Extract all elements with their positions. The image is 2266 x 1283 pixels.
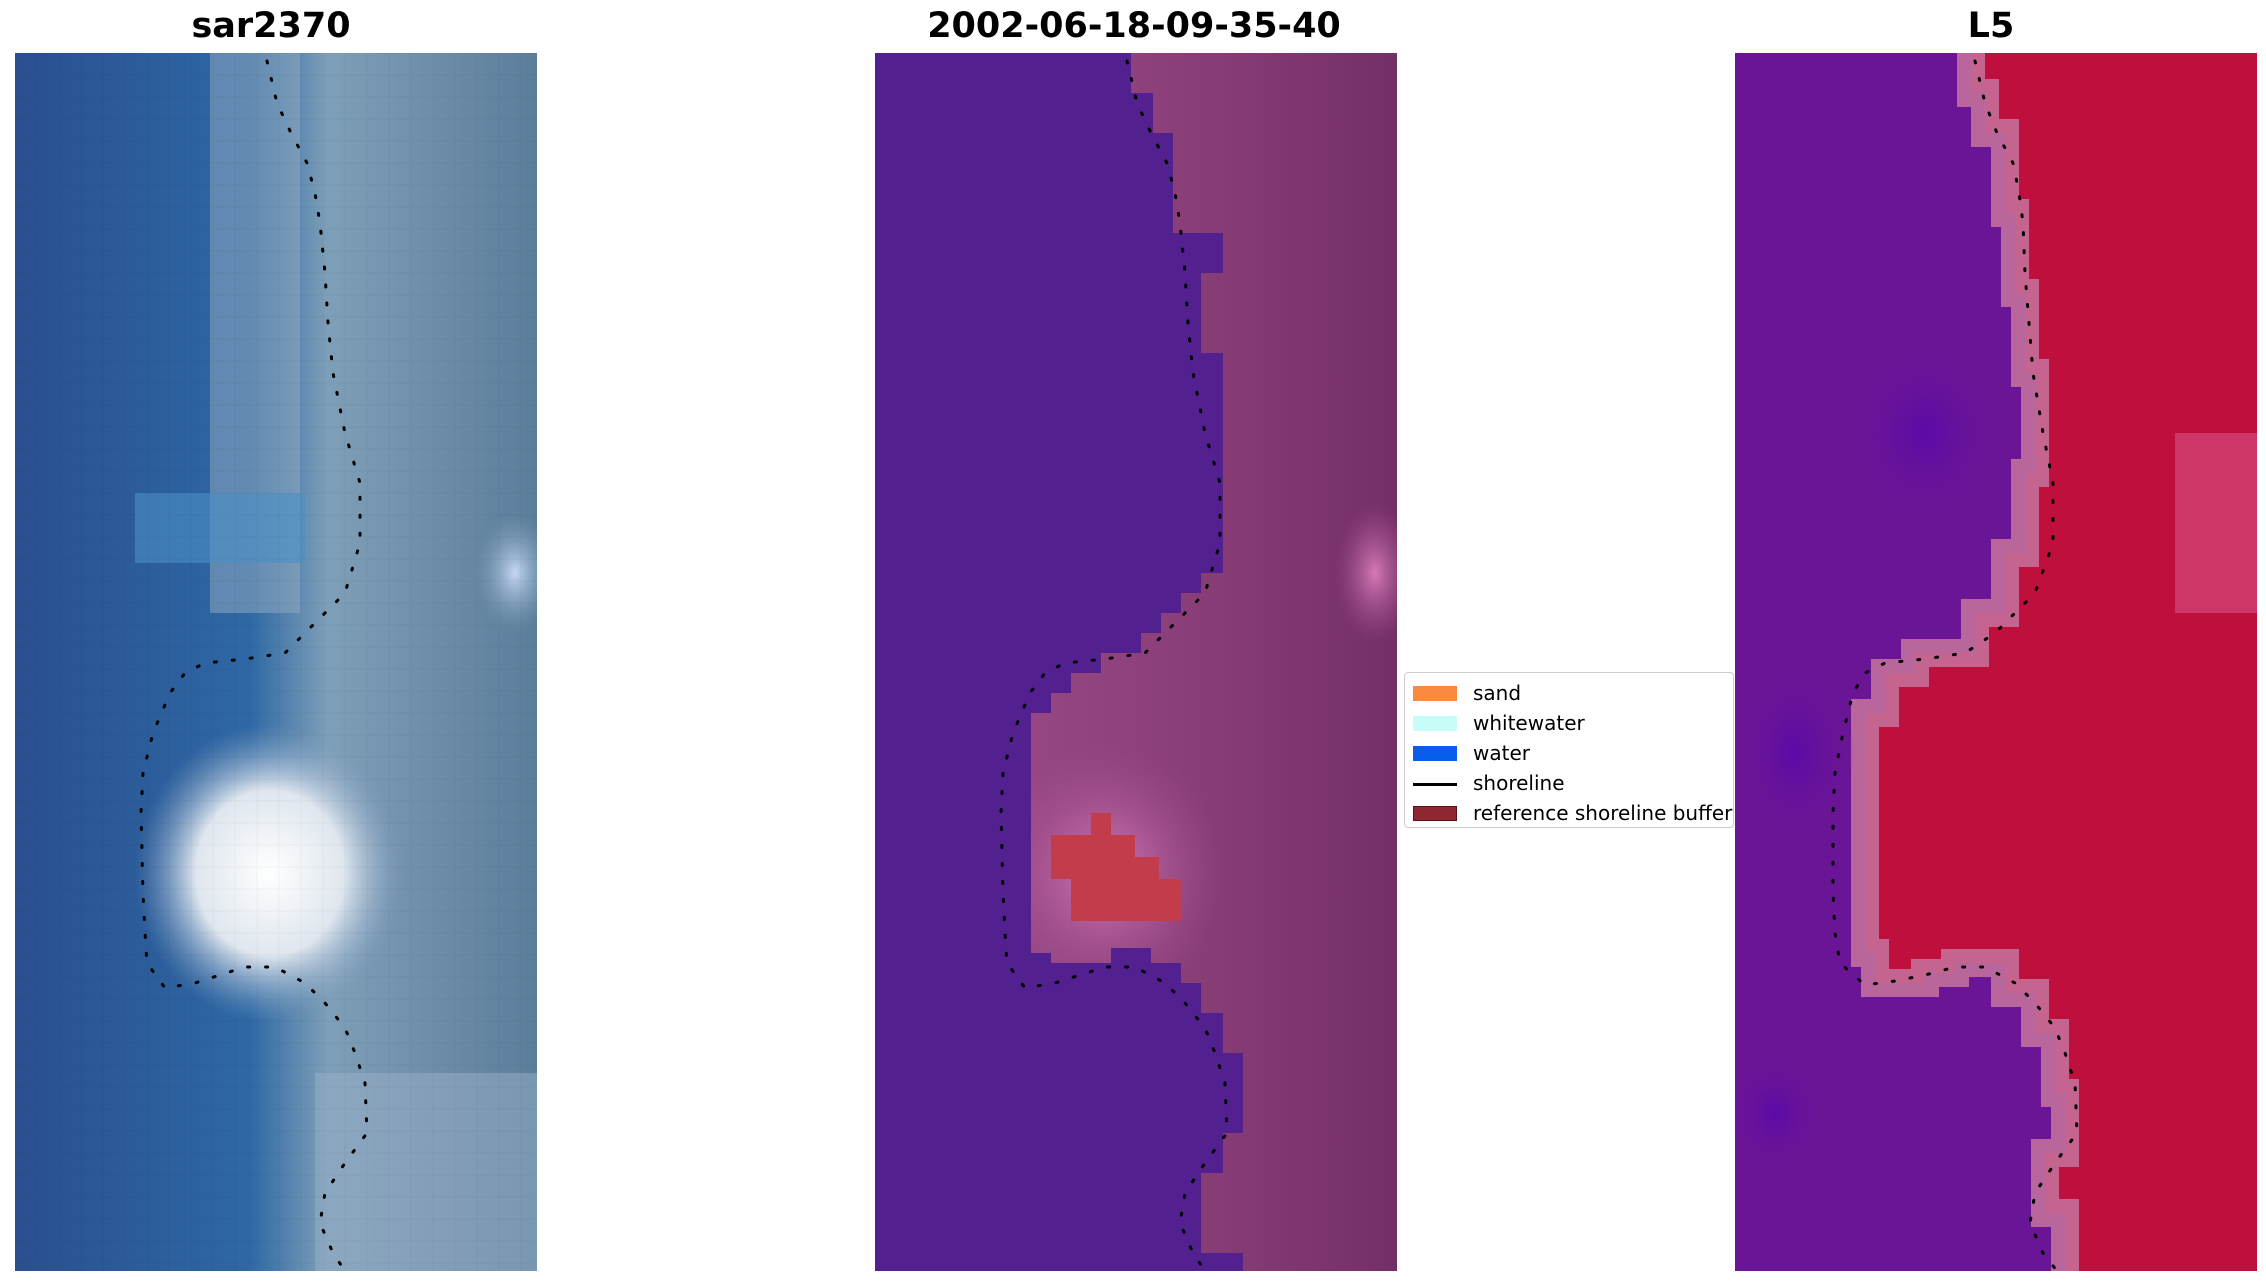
legend-label-whitewater: whitewater — [1473, 711, 1585, 735]
shoreline-line-swatch — [1413, 783, 1457, 786]
legend-label-shoreline: shoreline — [1473, 771, 1565, 795]
whitewater-swatch — [1413, 716, 1457, 731]
reference-buffer-region — [1051, 813, 1181, 921]
panel-title-right: L5 — [1967, 6, 2015, 46]
legend-label-reference-buffer: reference shoreline buffer — [1473, 801, 1733, 825]
water-swatch — [1413, 746, 1457, 761]
legend-label-sand: sand — [1473, 681, 1522, 705]
shoreline-left — [139, 59, 369, 1271]
legend-item-sand: sand — [1405, 679, 1733, 709]
index-map-image — [1735, 53, 2257, 1271]
shoreline-middle — [999, 59, 1229, 1271]
shoreline-right — [1831, 59, 2079, 1271]
classification-image — [875, 53, 1397, 1271]
index-map-panel — [1735, 53, 2257, 1271]
sand-swatch — [1413, 686, 1457, 701]
legend-item-whitewater: whitewater — [1405, 709, 1733, 739]
panel-title-left: sar2370 — [191, 6, 351, 46]
panel-title-middle: 2002-06-18-09-35-40 — [927, 6, 1341, 46]
legend-item-reference-buffer: reference shoreline buffer — [1405, 799, 1733, 827]
classification-panel — [875, 53, 1397, 1271]
legend-item-shoreline: shoreline — [1405, 769, 1733, 799]
legend: sand whitewater water shoreline referenc… — [1404, 672, 1734, 828]
water-region — [875, 53, 1243, 1271]
legend-label-water: water — [1473, 741, 1530, 765]
legend-item-water: water — [1405, 739, 1733, 769]
rgb-image — [15, 53, 537, 1271]
rgb-image-panel — [15, 53, 537, 1271]
reference-buffer-swatch — [1413, 806, 1457, 821]
